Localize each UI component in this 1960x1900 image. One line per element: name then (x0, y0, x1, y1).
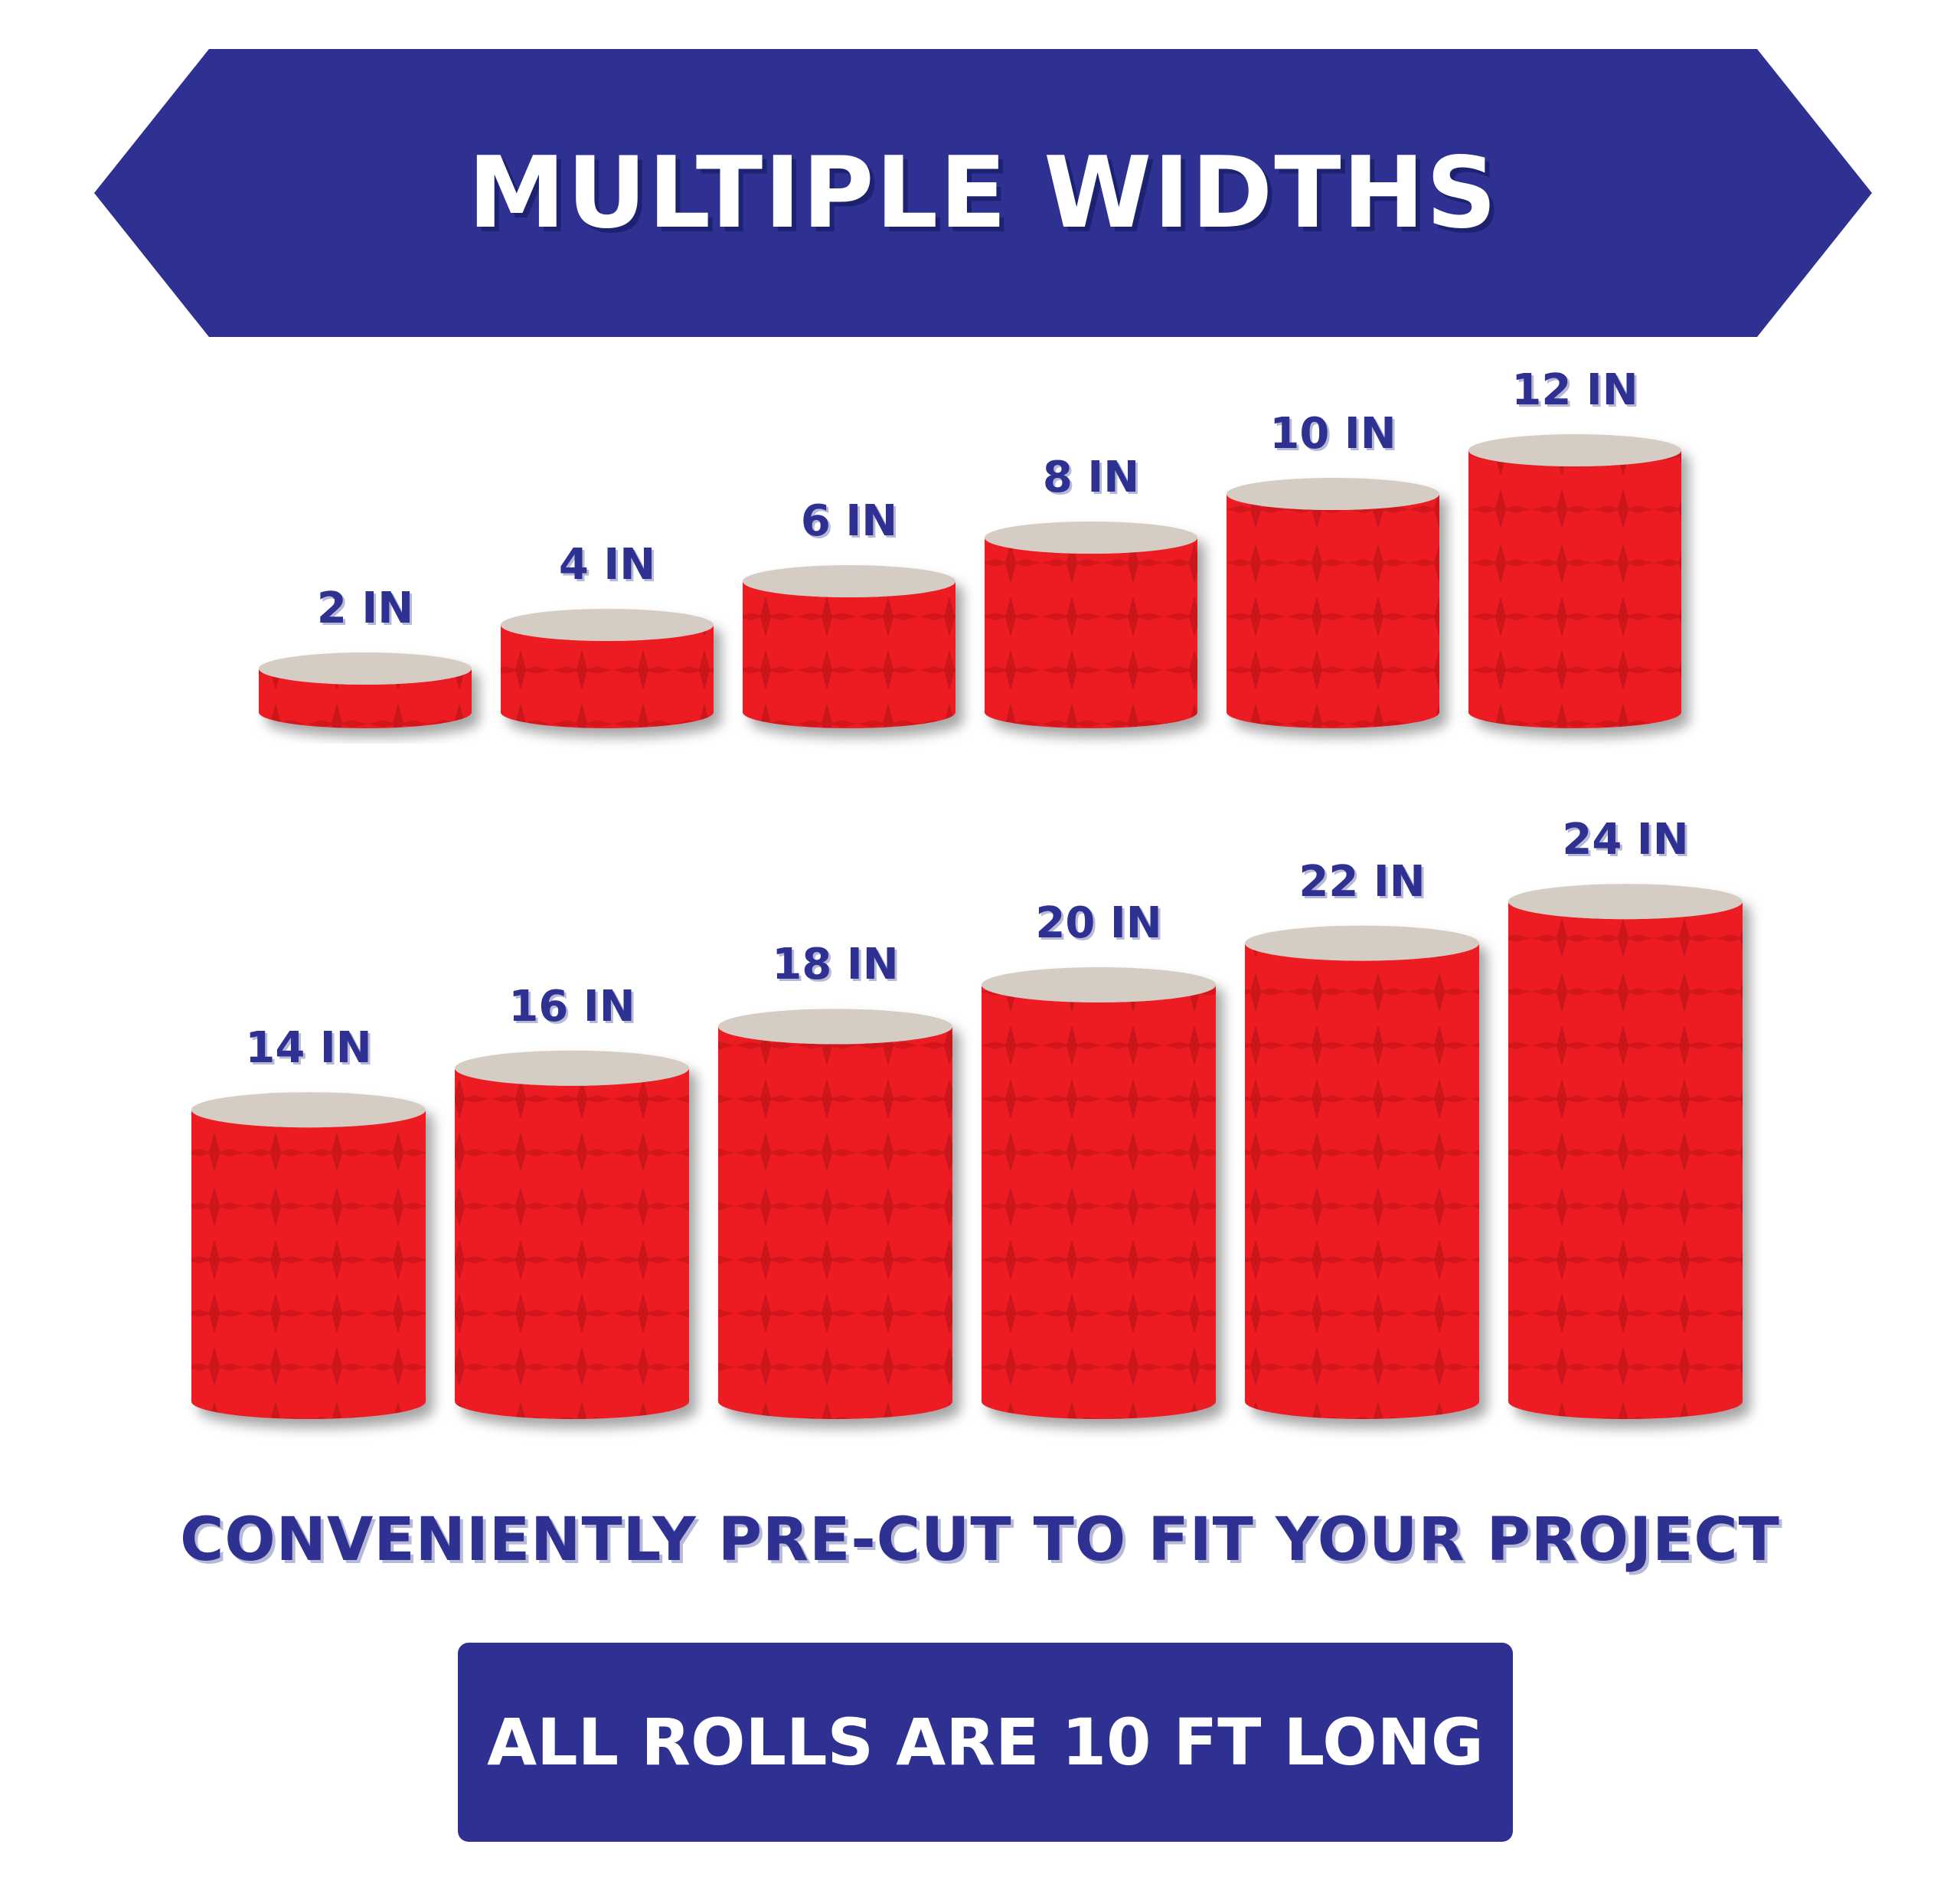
tape-roll (259, 652, 472, 728)
roll-body (1468, 450, 1681, 728)
roll-width-label: 14 IN (245, 1023, 372, 1074)
roll-body (982, 985, 1216, 1419)
tape-roll (1227, 478, 1439, 728)
roll-body (985, 538, 1197, 728)
banner-shape (94, 49, 1872, 337)
roll-width-label: 8 IN (1042, 453, 1140, 502)
page-title: MULTIPLE WIDTHS (468, 136, 1498, 250)
roll-top (985, 522, 1197, 554)
tape-roll (501, 609, 714, 728)
roll-width-label: 6 IN (800, 496, 898, 546)
roll-width-label: 12 IN (1511, 365, 1638, 415)
tape-roll (1245, 925, 1479, 1419)
tape-roll (191, 1092, 426, 1419)
roll-top (718, 1009, 952, 1045)
tape-roll (1468, 434, 1681, 728)
roll-body (1508, 901, 1743, 1419)
roll-top (982, 967, 1216, 1002)
roll-width-label: 18 IN (772, 940, 899, 990)
roll-width-label: 20 IN (1035, 898, 1162, 948)
roll-top (191, 1092, 426, 1128)
tape-roll (743, 565, 956, 728)
roll-body (191, 1110, 426, 1419)
roll-top (743, 565, 956, 597)
roll-top (1508, 884, 1743, 920)
roll-width-label: 24 IN (1562, 815, 1689, 865)
roll-top (501, 609, 714, 641)
roll-top (455, 1050, 689, 1086)
tape-roll (985, 522, 1197, 728)
tape-roll (1508, 884, 1743, 1419)
title-banner: MULTIPLE WIDTHS (94, 49, 1872, 337)
roll-body (259, 669, 472, 728)
roll-width-label: 10 IN (1269, 409, 1396, 459)
roll-top (259, 652, 472, 685)
roll-top (1227, 478, 1439, 510)
roll-length-text: ALL ROLLS ARE 10 FT LONG (487, 1705, 1484, 1780)
roll-top (1468, 434, 1681, 466)
roll-body (1245, 943, 1479, 1419)
roll-length-badge: ALL ROLLS ARE 10 FT LONG (458, 1643, 1513, 1842)
tagline: CONVENIENTLY PRE-CUT TO FIT YOUR PROJECT (180, 1506, 1780, 1575)
tape-roll (455, 1050, 689, 1419)
roll-body (743, 581, 956, 728)
roll-top (1245, 925, 1479, 961)
roll-body (455, 1068, 689, 1419)
roll-width-label: 22 IN (1298, 856, 1426, 907)
roll-body (1227, 494, 1439, 728)
roll-width-label: 2 IN (316, 584, 414, 633)
roll-body (501, 625, 714, 728)
roll-width-label: 4 IN (558, 540, 656, 590)
tape-roll (982, 967, 1216, 1419)
roll-width-label: 16 IN (508, 981, 635, 1032)
tape-roll (718, 1009, 952, 1419)
roll-body (718, 1026, 952, 1419)
